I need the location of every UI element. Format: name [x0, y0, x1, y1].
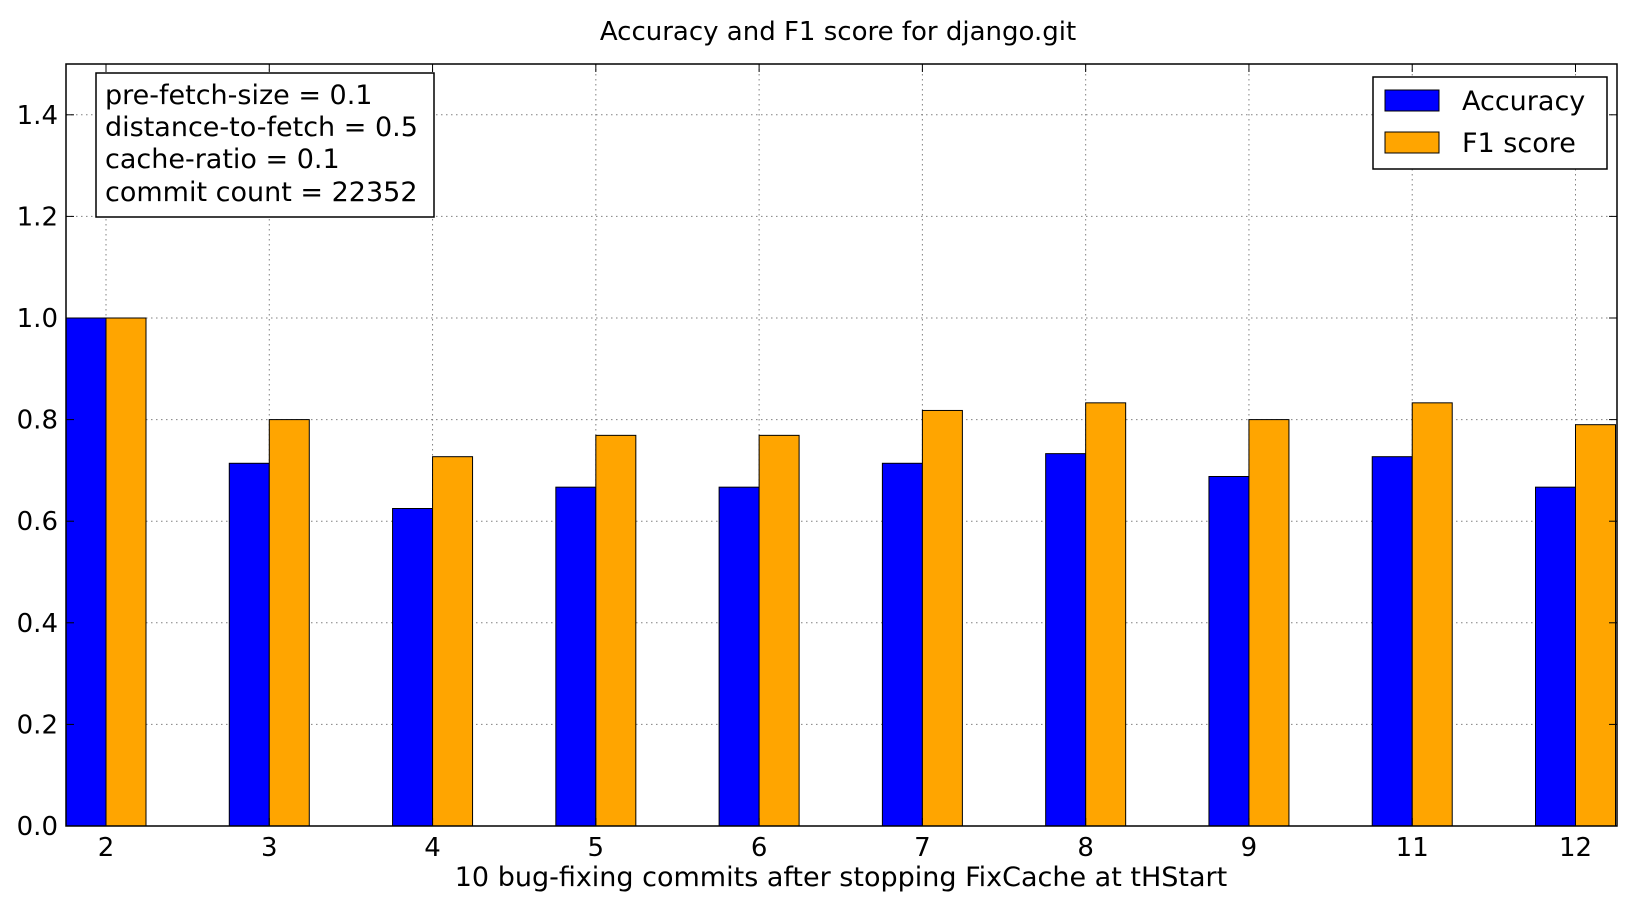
x-tick-label: 9	[1241, 833, 1258, 863]
legend-label-accuracy: Accuracy	[1462, 86, 1585, 117]
x-tick-label: 6	[751, 833, 768, 863]
bar-accuracy	[392, 508, 434, 827]
x-tick-label: 2	[98, 833, 115, 863]
info-line-commit-count: commit count = 22352	[105, 177, 418, 208]
y-tick-labels: 0.0 0.2 0.4 0.6 0.8 1.0 1.2 1.4	[17, 101, 58, 842]
info-box-frame	[95, 72, 435, 218]
bars-group	[65, 317, 1616, 827]
bar-accuracy	[1045, 453, 1087, 827]
x-tick-labels: 2 3 4 5 6 7 8 9 11 12	[98, 833, 1592, 863]
bar-accuracy	[555, 486, 597, 827]
y-tick-label: 0.0	[17, 812, 58, 842]
chart-title: Accuracy and F1 score for django.git	[600, 17, 1076, 47]
bar-f1-score	[268, 419, 310, 827]
bar-accuracy	[1535, 486, 1576, 827]
bar-f1-score	[921, 409, 963, 827]
bar-f1-score	[105, 317, 147, 827]
bar-f1-score	[1085, 402, 1127, 827]
legend-label-f1: F1 score	[1462, 128, 1576, 159]
bar-f1-score	[432, 456, 474, 827]
bar-f1-score	[758, 434, 800, 827]
x-axis-label: 10 bug-fixing commits after stopping Fix…	[455, 862, 1228, 893]
bar-accuracy	[1208, 475, 1250, 827]
y-tick-label: 1.0	[17, 304, 58, 334]
legend-swatch-f1	[1384, 131, 1440, 154]
x-tick-label: 3	[261, 833, 278, 863]
axis-ticks	[66, 64, 1617, 827]
y-tick-label: 0.2	[17, 710, 58, 740]
y-tick-label: 0.4	[17, 609, 58, 639]
bar-accuracy	[1371, 456, 1413, 827]
x-tick-label: 11	[1396, 833, 1429, 863]
y-tick-label: 1.2	[17, 202, 58, 232]
plot-frame	[65, 63, 1618, 827]
bar-f1-score	[1575, 424, 1616, 827]
info-line-prefetch: pre-fetch-size = 0.1	[105, 80, 372, 111]
bar-accuracy	[718, 486, 760, 827]
y-tick-label: 0.6	[17, 507, 58, 537]
legend-swatch-accuracy	[1384, 89, 1440, 112]
x-tick-label: 7	[914, 833, 931, 863]
bar-accuracy	[881, 462, 923, 827]
x-tick-label: 8	[1077, 833, 1094, 863]
y-tick-label: 0.8	[17, 406, 58, 436]
legend: Accuracy F1 score	[1372, 76, 1608, 170]
x-tick-label: 12	[1559, 833, 1592, 863]
y-tick-label: 1.4	[17, 101, 58, 131]
bar-f1-score	[595, 434, 637, 827]
bar-accuracy	[228, 462, 270, 827]
info-line-distance: distance-to-fetch = 0.5	[105, 112, 418, 143]
x-tick-label: 4	[424, 833, 441, 863]
info-line-cache-ratio: cache-ratio = 0.1	[105, 144, 340, 175]
bar-f1-score	[1248, 419, 1290, 827]
bar-f1-score	[1411, 402, 1453, 827]
x-tick-label: 5	[588, 833, 605, 863]
bar-accuracy	[65, 317, 107, 827]
info-box: pre-fetch-size = 0.1 distance-to-fetch =…	[95, 72, 435, 218]
